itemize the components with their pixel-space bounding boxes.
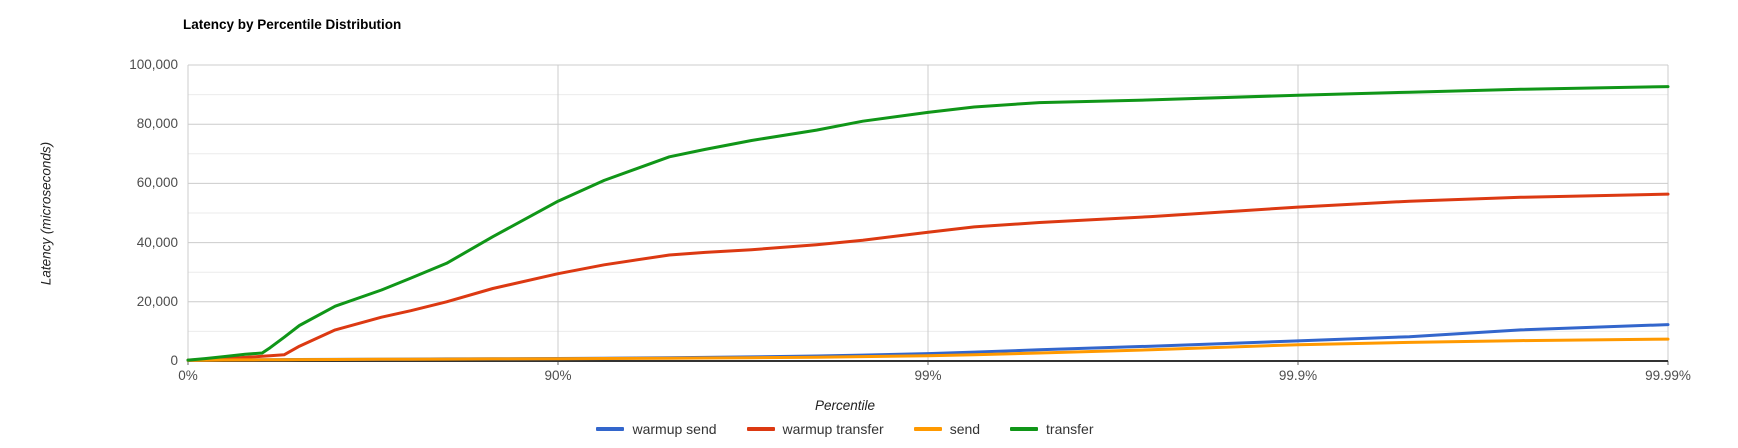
- y-tick-label: 40,000: [136, 234, 178, 250]
- legend-item-transfer: transfer: [1010, 421, 1094, 437]
- legend-label: warmup send: [632, 421, 717, 437]
- x-tick-label: 99.99%: [1645, 368, 1691, 383]
- series-line-send[interactable]: [186, 337, 1670, 362]
- legend-label: transfer: [1046, 421, 1094, 437]
- y-tick-label: 0: [170, 353, 178, 368]
- legend-label: warmup transfer: [782, 421, 884, 437]
- y-tick-label: 60,000: [136, 175, 178, 191]
- legend-label: send: [949, 421, 981, 437]
- legend-item-send: send: [913, 421, 981, 437]
- y-tick-label: 20,000: [136, 293, 178, 309]
- chart-legend: warmup send warmup transfer send transfer: [0, 421, 1690, 437]
- series-line-warmup-transfer[interactable]: [186, 192, 1670, 362]
- x-tick-label: 99.9%: [1278, 368, 1318, 383]
- x-axis-title: Percentile: [814, 398, 876, 413]
- series-line-transfer[interactable]: [186, 85, 1670, 362]
- legend-line-swatch: [746, 427, 775, 431]
- legend-item-warmup-send: warmup send: [596, 421, 717, 437]
- legend-line-swatch: [596, 427, 625, 431]
- x-tick-label: 99%: [914, 368, 942, 383]
- y-tick-label: 80,000: [136, 116, 178, 132]
- x-tick-label: 0%: [178, 368, 198, 383]
- legend-line-swatch: [1010, 427, 1039, 431]
- y-tick-label: 100,000: [129, 57, 178, 72]
- gridlines: [187, 64, 1669, 365]
- legend-item-warmup-transfer: warmup transfer: [746, 421, 884, 437]
- x-tick-label: 90%: [544, 368, 572, 383]
- chart-title: Latency by Percentile Distribution: [183, 17, 402, 32]
- legend-line-swatch: [913, 427, 942, 431]
